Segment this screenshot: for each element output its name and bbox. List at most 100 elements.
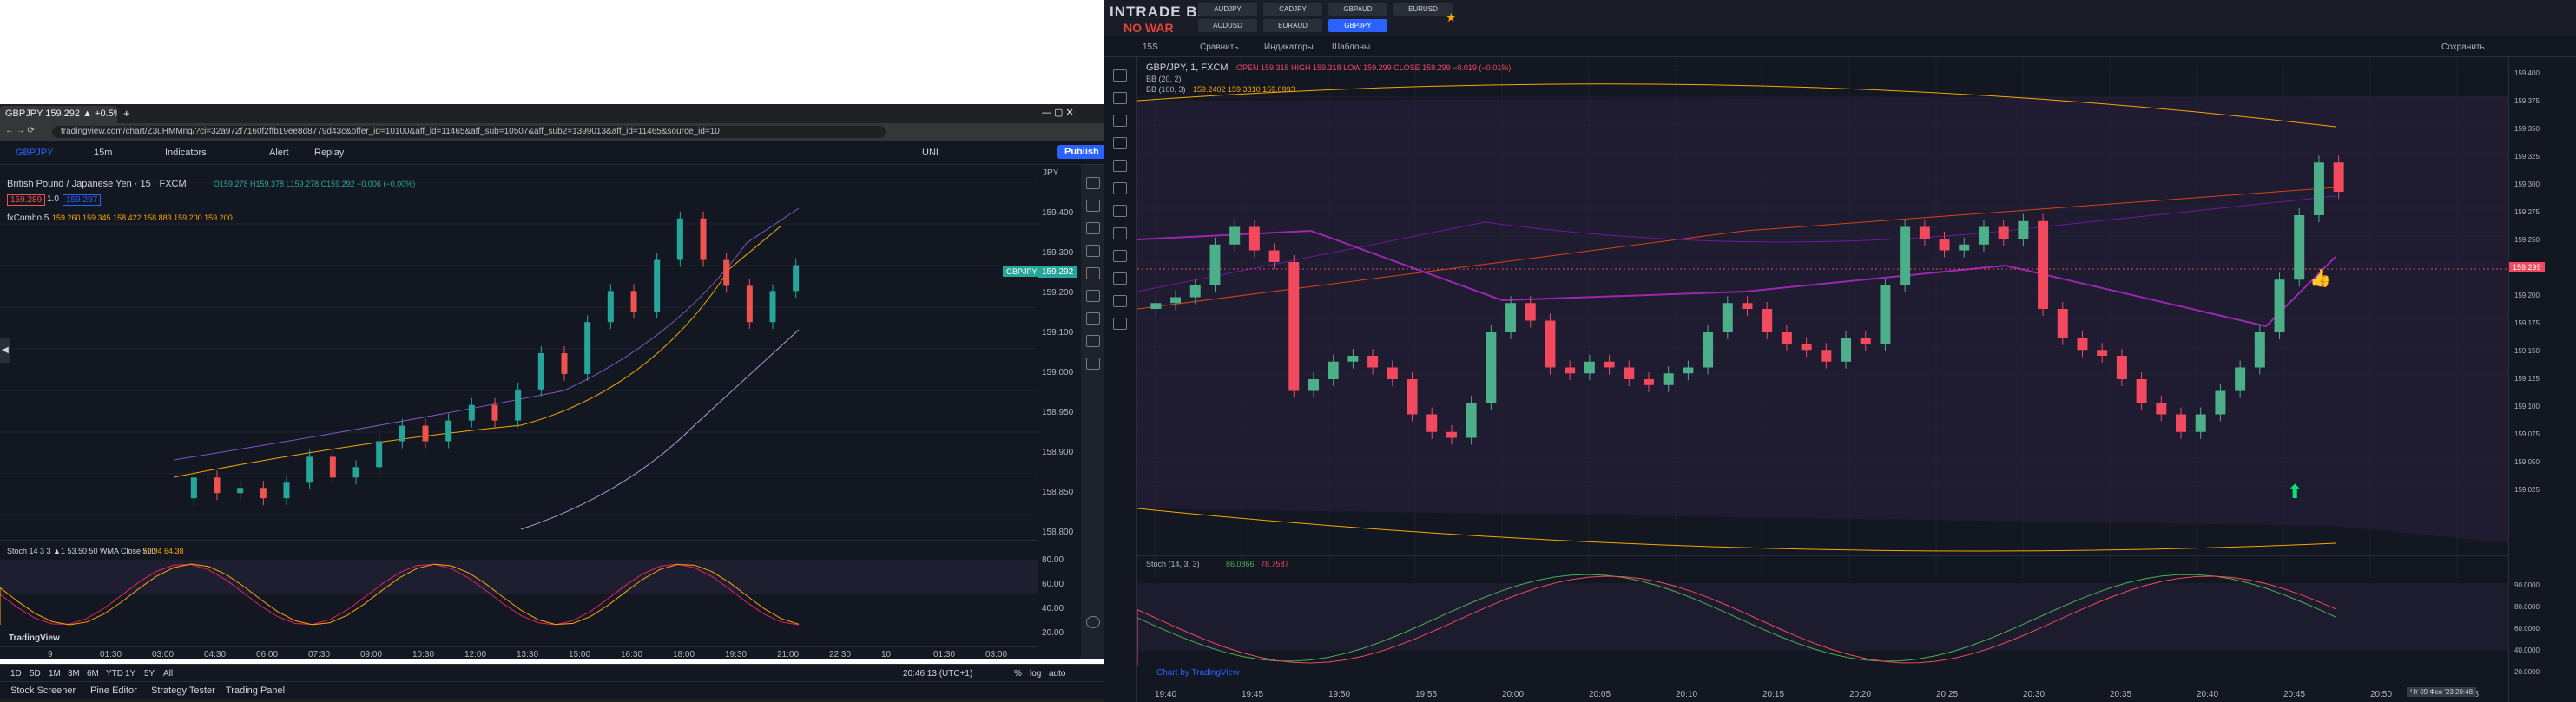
- range-button[interactable]: 5D: [30, 669, 41, 679]
- interval-button[interactable]: 15m: [94, 148, 113, 158]
- candle-body: [445, 420, 452, 442]
- candle: [723, 253, 730, 293]
- browser-tab[interactable]: GBPJPY 159.292 ▲ +0.5% UNI: [0, 106, 117, 123]
- scale-log[interactable]: log: [1030, 669, 1042, 679]
- magnet-icon[interactable]: [1113, 250, 1127, 262]
- bb-100-lower: [1137, 508, 2336, 552]
- candle-body: [1900, 226, 1911, 285]
- url-field[interactable]: tradingview.com/chart/Z3uHMMnq/?ci=32a97…: [52, 126, 886, 138]
- pair-button[interactable]: GBPAUD: [1328, 3, 1387, 16]
- range-button[interactable]: 1M: [49, 669, 61, 679]
- save-button[interactable]: Сохранить: [2441, 43, 2485, 52]
- favorite-star-icon[interactable]: ★: [1446, 10, 1457, 24]
- pair-button[interactable]: AUDUSD: [1198, 19, 1257, 32]
- candle-body: [630, 291, 637, 312]
- indicators-button[interactable]: Indicators: [165, 148, 207, 158]
- right-brand[interactable]: Chart by TradingView: [1156, 668, 1240, 678]
- candle: [1939, 232, 1950, 258]
- scale-auto[interactable]: auto: [1049, 669, 1066, 679]
- candle-body: [1308, 379, 1319, 391]
- replay-button[interactable]: Replay: [314, 148, 345, 158]
- ask-box[interactable]: 159.297: [63, 194, 102, 206]
- notifications-icon[interactable]: [1086, 358, 1100, 370]
- spread-box: 1.0: [47, 194, 59, 204]
- range-button[interactable]: 5Y: [144, 669, 155, 679]
- crosshair-icon[interactable]: [1113, 69, 1127, 82]
- panel-pine-editor[interactable]: Pine Editor: [90, 686, 137, 696]
- fib-icon[interactable]: [1113, 115, 1127, 127]
- pair-button[interactable]: EURAUD: [1263, 19, 1322, 32]
- watchlist-icon[interactable]: [1086, 177, 1100, 189]
- right-interval[interactable]: 15S: [1143, 43, 1158, 52]
- time-axis-left[interactable]: 9 01:30 03:00 04:30 06:00 07:30 09:00 10:30 12:0…: [0, 646, 1038, 662]
- trash-icon[interactable]: [1113, 318, 1127, 330]
- pair-button[interactable]: GBPJPY: [1328, 19, 1387, 32]
- main-chart-left[interactable]: British Pound / Japanese Yen · 15 · FXCM…: [0, 165, 1055, 659]
- templates-button[interactable]: Шаблоны: [1332, 43, 1371, 52]
- tradingview-brand[interactable]: TradingView: [9, 633, 60, 643]
- scale-percent[interactable]: %: [1014, 669, 1022, 679]
- eye-icon[interactable]: [1113, 295, 1127, 307]
- nav-back-icon[interactable]: ← → ⟳: [5, 126, 35, 135]
- pair-button[interactable]: EURUSD: [1393, 3, 1453, 16]
- panel-trading-panel[interactable]: Trading Panel: [226, 686, 286, 696]
- panel-strategy-tester[interactable]: Strategy Tester: [151, 686, 215, 696]
- range-button[interactable]: 1Y: [125, 669, 136, 679]
- range-button[interactable]: All: [163, 669, 174, 679]
- range-button[interactable]: 1D: [10, 669, 22, 679]
- candle-body: [1939, 239, 1950, 251]
- left-arrow-icon[interactable]: ◀: [0, 338, 10, 363]
- trendline-icon[interactable]: [1113, 92, 1127, 104]
- intrade-header: INTRADE BAR NO WAR AUDJPY CADJPY GBPAUD EUR…: [1104, 0, 2576, 36]
- panel-stock-screener[interactable]: Stock Screener: [10, 686, 76, 696]
- currency-button[interactable]: UNI: [922, 148, 939, 158]
- alerts-icon[interactable]: [1086, 200, 1100, 212]
- range-button[interactable]: 3M: [68, 669, 80, 679]
- new-tab-icon[interactable]: +: [123, 107, 130, 120]
- bid-box[interactable]: 159.289: [7, 194, 46, 206]
- candle-body: [723, 259, 730, 286]
- ideas-icon[interactable]: [1086, 290, 1100, 302]
- chats-icon[interactable]: [1086, 335, 1100, 347]
- time-axis-right[interactable]: 19:40 19:45 19:50 19:55 20:00 20:05 20:10 20:15…: [1137, 686, 2508, 702]
- indicators-ru-button[interactable]: Индикаторы: [1264, 43, 1314, 52]
- text-tool-icon[interactable]: [1113, 160, 1127, 172]
- stoch-d-line: [0, 563, 800, 626]
- help-icon[interactable]: [1086, 616, 1100, 628]
- pair-button[interactable]: CADJPY: [1263, 3, 1322, 16]
- publish-button[interactable]: Publish: [1057, 145, 1106, 159]
- compare-button[interactable]: Сравнить: [1200, 43, 1239, 52]
- hotlists-icon[interactable]: [1086, 245, 1100, 257]
- streams-icon[interactable]: [1086, 312, 1100, 325]
- brush-icon[interactable]: [1113, 137, 1127, 149]
- measure-icon[interactable]: [1113, 205, 1127, 217]
- calendar-icon[interactable]: [1086, 267, 1100, 279]
- candle-body: [1426, 414, 1438, 432]
- price-axis-left[interactable]: JPY 159.400 159.300 159.200 159.100 159.000 1…: [1038, 165, 1081, 659]
- candle-chart-left[interactable]: [0, 165, 1038, 538]
- stoch-chart-left[interactable]: [0, 542, 1038, 646]
- lock-icon[interactable]: [1113, 272, 1127, 285]
- candle: [2333, 155, 2344, 199]
- candle-body: [700, 218, 707, 260]
- candle-body: [2215, 390, 2226, 415]
- time-tick-right: 20:25: [1936, 690, 1959, 699]
- candle-body: [1683, 367, 1694, 374]
- candle: [352, 460, 359, 485]
- data-window-icon[interactable]: [1086, 222, 1100, 234]
- zoom-icon[interactable]: [1113, 227, 1127, 239]
- range-button[interactable]: 6M: [87, 669, 99, 679]
- pair-button[interactable]: AUDJPY: [1198, 3, 1257, 16]
- candle: [2195, 407, 2206, 439]
- intrade-logo[interactable]: INTRADE BAR: [1110, 3, 1222, 20]
- range-button[interactable]: YTD: [106, 669, 123, 679]
- price-axis-right[interactable]: 159.400 159.375 159.350 159.325 159.300 159.2…: [2508, 57, 2576, 702]
- window-controls-icon[interactable]: — ▢ ✕: [1042, 108, 1074, 118]
- candle-chart-right[interactable]: [1137, 57, 2508, 578]
- pattern-icon[interactable]: [1113, 182, 1127, 194]
- alert-button[interactable]: Alert: [269, 148, 289, 158]
- candle-body: [1486, 332, 1497, 403]
- stoch-chart-right[interactable]: [1137, 557, 2508, 679]
- symbol-search[interactable]: GBPJPY: [16, 148, 54, 158]
- clock[interactable]: 20:46:13 (UTC+1): [903, 669, 973, 679]
